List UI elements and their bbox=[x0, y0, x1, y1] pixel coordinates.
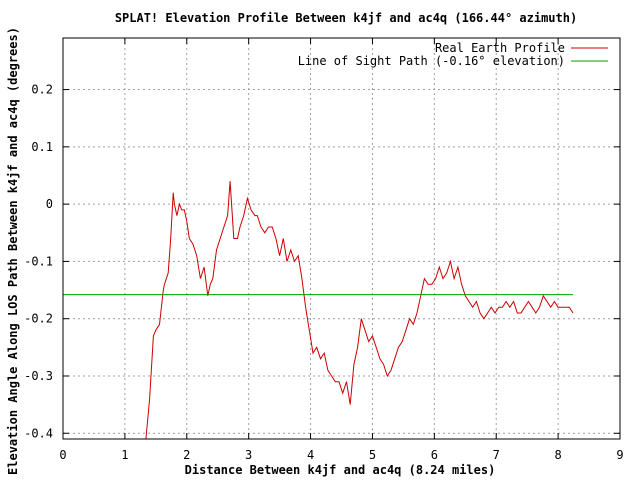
x-tick-label: 4 bbox=[307, 448, 314, 462]
y-tick-label: -0.1 bbox=[24, 254, 53, 268]
x-tick-label: 9 bbox=[616, 448, 623, 462]
axis-ticks: 0 1 2 3 4 5 6 7 8 9 0.2 0.1 0 -0.1 -0.2 -0.3 -0.4 bbox=[24, 38, 624, 462]
x-tick-label: 3 bbox=[245, 448, 252, 462]
x-axis-label: Distance Between k4jf and ac4q (8.24 mil… bbox=[185, 463, 496, 477]
grid bbox=[63, 38, 620, 439]
y-tick-label: 0.2 bbox=[31, 83, 53, 97]
y-tick-label: -0.2 bbox=[24, 312, 53, 326]
y-tick-label: -0.4 bbox=[24, 426, 53, 440]
legend-entry-label: Real Earth Profile bbox=[435, 41, 565, 55]
y-axis-label: Elevation Angle Along LOS Path Between k… bbox=[6, 27, 20, 475]
y-tick-label: -0.3 bbox=[24, 369, 53, 383]
real-earth-profile-line bbox=[145, 181, 574, 440]
x-tick-label: 2 bbox=[183, 448, 190, 462]
x-tick-label: 6 bbox=[431, 448, 438, 462]
plot-frame bbox=[62, 37, 621, 440]
y-tick-label: 0.1 bbox=[31, 140, 53, 154]
x-tick-label: 5 bbox=[369, 448, 376, 462]
x-tick-label: 1 bbox=[121, 448, 128, 462]
chart-title: SPLAT! Elevation Profile Between k4jf an… bbox=[115, 11, 577, 25]
series-layer bbox=[63, 181, 574, 440]
legend-entry-label: Line of Sight Path (-0.16° elevation) bbox=[298, 54, 565, 68]
x-tick-label: 0 bbox=[59, 448, 66, 462]
x-tick-label: 8 bbox=[554, 448, 561, 462]
x-tick-label: 7 bbox=[493, 448, 500, 462]
y-tick-label: 0 bbox=[46, 197, 53, 211]
